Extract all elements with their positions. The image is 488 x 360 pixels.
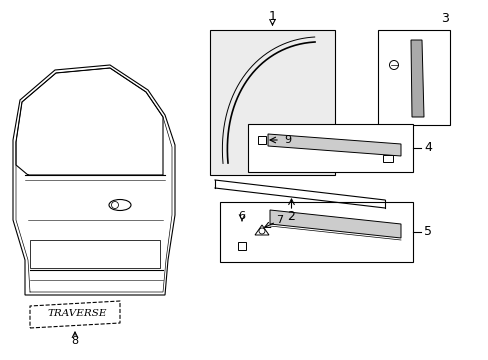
Polygon shape	[267, 134, 400, 156]
Text: TRAVERSE: TRAVERSE	[47, 310, 106, 319]
Bar	[209, 30, 334, 175]
Bar	[238, 242, 245, 250]
Text: 9: 9	[284, 135, 290, 145]
Bar	[30, 240, 160, 268]
Text: 1: 1	[268, 9, 276, 22]
Text: 7: 7	[276, 215, 283, 225]
Circle shape	[389, 60, 398, 69]
Bar	[220, 202, 412, 262]
Text: 8: 8	[71, 336, 79, 346]
Polygon shape	[13, 65, 175, 295]
Text: 5: 5	[423, 225, 431, 238]
Circle shape	[111, 202, 118, 208]
Text: 3: 3	[440, 12, 448, 24]
Polygon shape	[254, 225, 268, 235]
Ellipse shape	[109, 199, 131, 211]
Bar	[258, 136, 265, 144]
Text: 4: 4	[423, 141, 431, 154]
Polygon shape	[269, 210, 400, 238]
Text: 2: 2	[287, 211, 295, 224]
Bar	[247, 124, 412, 172]
Polygon shape	[410, 40, 423, 117]
Text: 6: 6	[238, 211, 245, 221]
Bar	[382, 155, 392, 162]
Bar	[377, 30, 449, 125]
Circle shape	[259, 228, 264, 234]
